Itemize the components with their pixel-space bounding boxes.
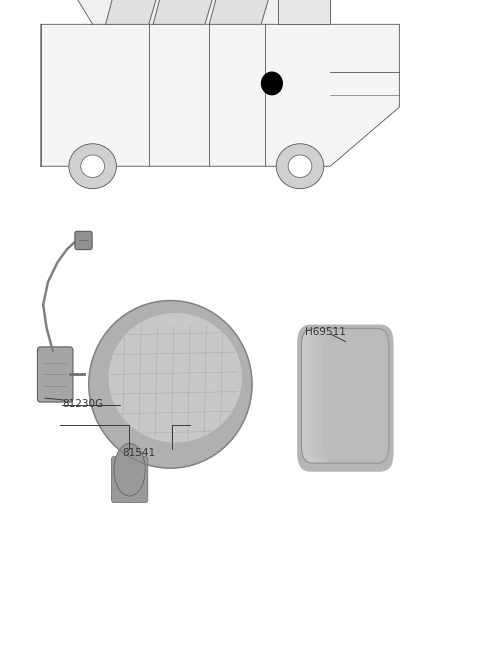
Polygon shape xyxy=(209,0,278,24)
FancyBboxPatch shape xyxy=(111,457,148,503)
Polygon shape xyxy=(153,0,222,24)
FancyBboxPatch shape xyxy=(297,325,394,472)
FancyBboxPatch shape xyxy=(323,328,389,463)
FancyBboxPatch shape xyxy=(75,231,92,250)
FancyBboxPatch shape xyxy=(316,328,389,463)
Ellipse shape xyxy=(89,301,252,468)
Ellipse shape xyxy=(81,155,105,177)
Ellipse shape xyxy=(69,144,117,189)
FancyBboxPatch shape xyxy=(301,328,389,463)
Text: H69511: H69511 xyxy=(305,327,346,337)
Polygon shape xyxy=(106,0,166,24)
FancyBboxPatch shape xyxy=(301,328,389,463)
Text: 81541: 81541 xyxy=(122,448,156,459)
Ellipse shape xyxy=(109,314,241,442)
Ellipse shape xyxy=(276,144,324,189)
FancyBboxPatch shape xyxy=(309,328,389,463)
Polygon shape xyxy=(71,0,330,24)
Ellipse shape xyxy=(288,155,312,177)
Polygon shape xyxy=(278,0,330,24)
Text: 81230G: 81230G xyxy=(62,399,104,409)
Ellipse shape xyxy=(114,443,145,496)
Ellipse shape xyxy=(262,72,282,95)
Polygon shape xyxy=(41,24,399,166)
FancyBboxPatch shape xyxy=(37,347,73,402)
